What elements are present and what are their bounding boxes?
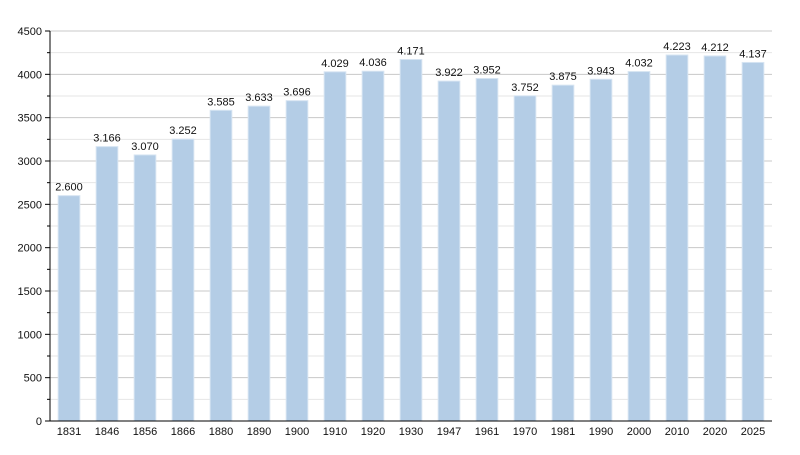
value-label-1920: 4.036	[359, 57, 387, 69]
y-tick-label: 0	[36, 416, 42, 428]
bar-2000	[627, 71, 651, 422]
bar-1846	[95, 146, 119, 422]
x-tick-label-1910: 1910	[323, 426, 347, 438]
x-tick-label-1990: 1990	[589, 426, 613, 438]
value-label-1981: 3.875	[549, 71, 577, 83]
x-tick-label-2000: 2000	[627, 426, 651, 438]
bar-1920	[361, 70, 385, 422]
y-tick-label: 2000	[18, 243, 42, 255]
value-label-1900: 3.696	[283, 87, 311, 99]
x-tick-label-1961: 1961	[475, 426, 499, 438]
bar-1981	[551, 84, 575, 422]
y-tick-label: 1000	[18, 329, 42, 341]
bar-1990	[589, 78, 613, 422]
bar-2025	[741, 61, 765, 422]
x-tick-label-1866: 1866	[171, 426, 195, 438]
x-tick-label-2025: 2025	[741, 426, 765, 438]
x-tick-label-1846: 1846	[95, 426, 119, 438]
x-tick-label-1970: 1970	[513, 426, 537, 438]
bar-1910	[323, 71, 347, 422]
value-label-1846: 3.166	[93, 133, 121, 145]
value-label-1930: 4.171	[397, 46, 425, 58]
value-label-2010: 4.223	[663, 41, 691, 53]
bar-1900	[285, 100, 309, 422]
bar-1970	[513, 95, 537, 422]
x-tick-label-1981: 1981	[551, 426, 575, 438]
x-tick-label-1947: 1947	[437, 426, 461, 438]
label-layer: 2.600 3.166 3.070 3.252 3.585 3.633 3.696 4.029…	[55, 41, 767, 194]
value-label-1856: 3.070	[131, 141, 159, 153]
x-tick-label-1920: 1920	[361, 426, 385, 438]
value-label-1910: 4.029	[321, 58, 349, 70]
value-label-1947: 3.922	[435, 67, 463, 79]
value-label-2000: 4.032	[625, 58, 653, 70]
bar-1930	[399, 59, 423, 422]
y-tick-label: 3000	[18, 156, 42, 168]
bar-1947	[437, 80, 461, 422]
bar-1856	[133, 154, 157, 422]
x-tick-label-2020: 2020	[703, 426, 727, 438]
x-tick-label-1831: 1831	[57, 426, 81, 438]
bar-1880	[209, 109, 233, 422]
x-tick-label-2010: 2010	[665, 426, 689, 438]
value-label-1866: 3.252	[169, 125, 197, 137]
x-tick-label-1880: 1880	[209, 426, 233, 438]
y-tick-label: 3500	[18, 113, 42, 125]
bar-2010	[665, 54, 689, 422]
y-tick-label: 2500	[18, 199, 42, 211]
y-tick-label: 1500	[18, 286, 42, 298]
value-label-1890: 3.633	[245, 92, 273, 104]
y-tick-label: 4500	[18, 26, 42, 38]
y-tick-label: 4000	[18, 69, 42, 81]
bar-1866	[171, 138, 195, 422]
y-tick-label: 500	[24, 373, 42, 385]
value-label-1880: 3.585	[207, 96, 235, 108]
value-label-2025: 4.137	[739, 48, 767, 60]
value-label-2020: 4.212	[701, 42, 729, 54]
x-tick-label-1856: 1856	[133, 426, 157, 438]
value-label-1961: 3.952	[473, 64, 501, 76]
value-label-1990: 3.943	[587, 65, 615, 77]
x-tick-label-1900: 1900	[285, 426, 309, 438]
bar-1831	[57, 195, 81, 422]
axis-layer: 0 500 1000 1500 2000 2500 3000 3500 4000 4500 1831…	[18, 26, 772, 438]
bar-layer	[57, 54, 765, 422]
bar-2020	[703, 55, 727, 422]
x-tick-label-1930: 1930	[399, 426, 423, 438]
value-label-1831: 2.600	[55, 182, 83, 194]
value-label-1970: 3.752	[511, 82, 539, 94]
bar-1890	[247, 105, 271, 422]
x-tick-label-1890: 1890	[247, 426, 271, 438]
bar-1961	[475, 77, 499, 422]
